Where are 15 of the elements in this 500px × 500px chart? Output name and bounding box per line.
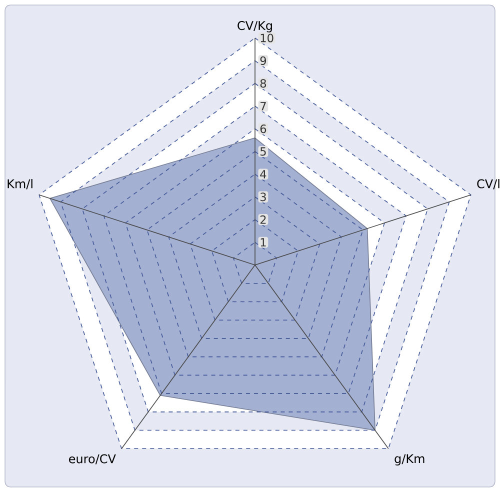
y-tick-label: 9	[260, 56, 266, 65]
spoke-label: CV/l	[477, 179, 500, 190]
spoke-label: Km/l	[8, 179, 32, 190]
y-tick-label: 6	[260, 124, 266, 134]
y-tick-label: 1	[260, 238, 266, 246]
y-tick-label: 2	[260, 215, 266, 224]
y-tick-label: 7	[260, 102, 266, 110]
spoke-label: CV/Kg	[238, 20, 272, 32]
y-tick-label: 3	[260, 192, 266, 202]
y-tick-label: 8	[260, 79, 266, 88]
y-tick-label: 4	[260, 170, 266, 178]
spoke-label: g/Km	[394, 454, 424, 466]
y-tick-label: 10	[260, 34, 274, 42]
y-tick-label: 5	[260, 147, 266, 156]
spoke-label: euro/CV	[69, 454, 116, 464]
